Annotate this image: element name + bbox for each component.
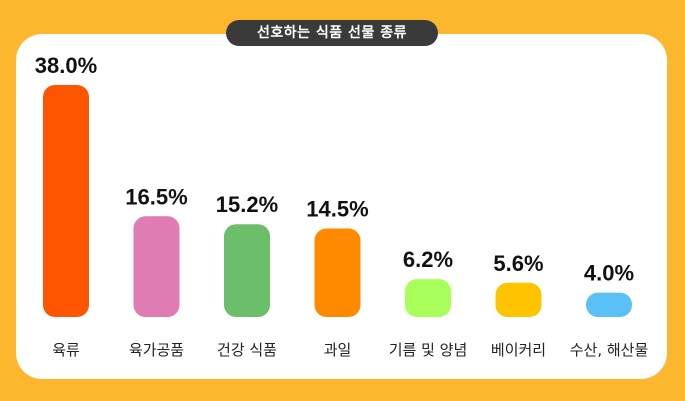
bar-6 (495, 282, 542, 317)
chart-title: 선호하는 식품 선물 종류 (226, 20, 438, 46)
value-label-2: 16.5% (125, 184, 187, 209)
value-label-5: 6.2% (403, 247, 453, 272)
category-label-2: 육가공품 (129, 341, 184, 359)
value-label-1: 38.0% (35, 53, 97, 78)
bar-2 (133, 216, 180, 317)
bar-5 (405, 279, 451, 317)
category-label-4: 과일 (324, 341, 352, 359)
category-label-5: 기름 및 양념 (389, 341, 468, 359)
bar-3 (224, 224, 270, 317)
category-label-1: 육류 (52, 341, 80, 359)
value-label-3: 15.2% (216, 192, 278, 217)
category-label-3: 건강 식품 (217, 341, 277, 359)
category-label-6: 베이커리 (491, 341, 546, 359)
category-label-7: 수산, 해산물 (570, 341, 649, 359)
value-label-6: 5.6% (493, 251, 543, 276)
bar-7 (586, 292, 632, 317)
chart-card (16, 34, 667, 379)
bar-4 (314, 228, 361, 317)
bar-1 (43, 85, 89, 317)
value-label-4: 14.5% (306, 196, 368, 221)
value-label-7: 4.0% (584, 261, 634, 286)
